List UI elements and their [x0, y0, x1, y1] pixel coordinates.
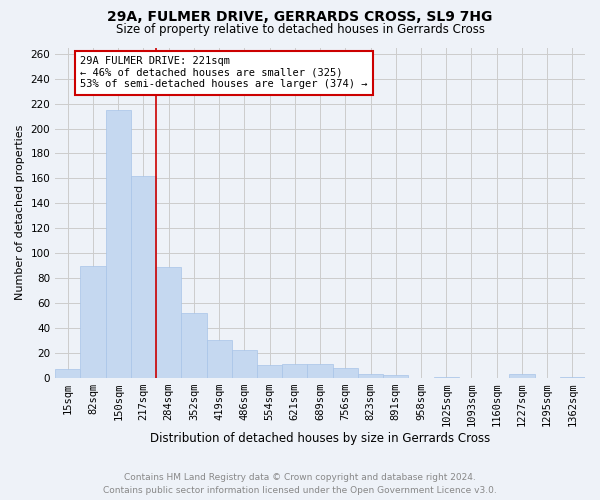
Text: 29A, FULMER DRIVE, GERRARDS CROSS, SL9 7HG: 29A, FULMER DRIVE, GERRARDS CROSS, SL9 7…: [107, 10, 493, 24]
Y-axis label: Number of detached properties: Number of detached properties: [15, 125, 25, 300]
Text: 29A FULMER DRIVE: 221sqm
← 46% of detached houses are smaller (325)
53% of semi-: 29A FULMER DRIVE: 221sqm ← 46% of detach…: [80, 56, 368, 90]
X-axis label: Distribution of detached houses by size in Gerrards Cross: Distribution of detached houses by size …: [150, 432, 490, 445]
Bar: [383, 376, 409, 378]
Bar: [434, 376, 459, 378]
Bar: [106, 110, 131, 378]
Bar: [232, 350, 257, 378]
Text: Contains HM Land Registry data © Crown copyright and database right 2024.
Contai: Contains HM Land Registry data © Crown c…: [103, 474, 497, 495]
Bar: [181, 313, 206, 378]
Bar: [560, 376, 585, 378]
Text: Size of property relative to detached houses in Gerrards Cross: Size of property relative to detached ho…: [115, 22, 485, 36]
Bar: [131, 176, 156, 378]
Bar: [307, 364, 332, 378]
Bar: [282, 364, 307, 378]
Bar: [257, 366, 282, 378]
Bar: [332, 368, 358, 378]
Bar: [156, 267, 181, 378]
Bar: [206, 340, 232, 378]
Bar: [55, 369, 80, 378]
Bar: [509, 374, 535, 378]
Bar: [80, 266, 106, 378]
Bar: [358, 374, 383, 378]
